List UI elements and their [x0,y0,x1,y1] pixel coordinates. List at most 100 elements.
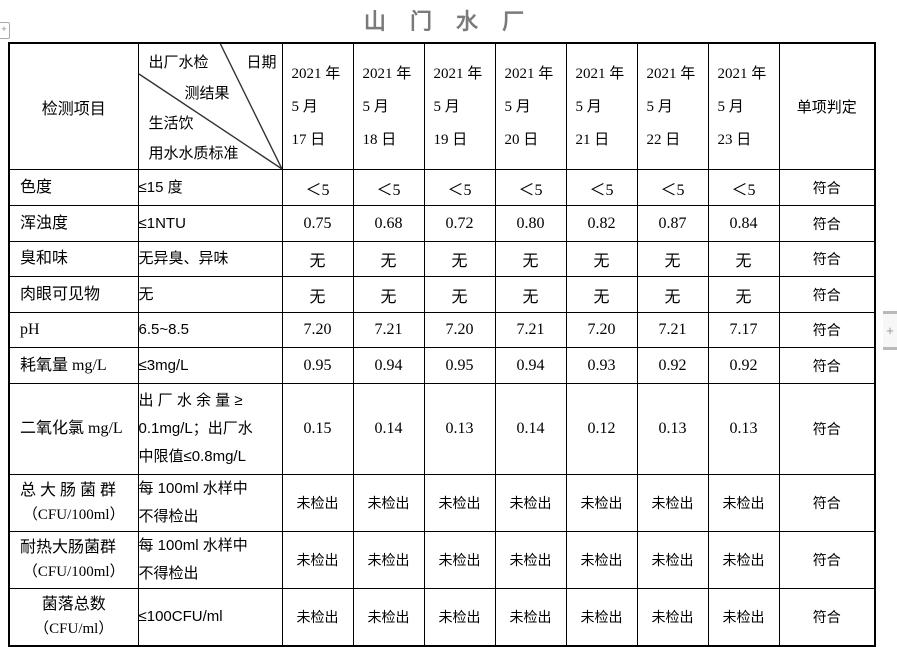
value-cell: 未检出 [494,474,567,532]
judgement-cell: 符合 [778,383,876,475]
value-cell: ＜5 [281,169,354,206]
table-row: 耐热大肠菌群 （CFU/100ml）每 100ml 水样中 不得检出 未检出 未检出未… [8,531,876,589]
judgement-cell: 符合 [778,474,876,532]
value-cell: 7.20 [565,312,638,348]
value-cell: 无 [494,241,567,277]
value-cell: 无 [565,276,638,313]
diagonal-divider-lines [139,44,281,169]
value-cell: 0.68 [352,205,425,242]
value-cell: 7.21 [494,312,567,348]
header-date-col-20: 2021 年 5 月 20 日 [494,42,567,170]
item-name: 菌落总数 [41,596,106,613]
value-cell: 无 [636,276,709,313]
value-cell: 未检出 [565,531,638,589]
value-cell: ＜5 [423,169,496,206]
date-line: 23 日 [717,132,752,148]
value-cell: ＜5 [494,169,567,206]
value-cell: 0.95 [281,347,354,384]
value-cell: 0.87 [636,205,709,242]
value-cell: 未检出 [423,588,496,647]
date-line: 2021 年 [717,66,767,82]
item-name: pH [20,321,40,338]
date-line: 19 日 [433,132,468,148]
value-cell: 0.14 [352,383,425,475]
value-cell: 0.80 [494,205,567,242]
date-line: 5 月 [575,99,602,115]
date-line: 17 日 [291,132,326,148]
judgement-cell: 符合 [778,531,876,589]
header-item-label: 检测项目 [41,100,106,118]
judgement-cell: 符合 [778,276,876,313]
value-cell: 无 [707,276,780,313]
value-cell: 未检出 [636,474,709,532]
value-cell: 0.13 [636,383,709,475]
item-name: 肉眼可见物 [20,285,101,303]
table-row: 肉眼可见物无无无无无无无无符合 [8,276,876,313]
item-name: 二氧化氯 mg/L [20,420,123,437]
item-cell: 浑浊度 [8,205,139,242]
value-cell: 无 [423,241,496,277]
item-unit: （CFU/100ml） [22,564,125,580]
standard-cell: ≤1NTU [137,205,283,242]
value-cell: 未检出 [423,474,496,532]
value-cell: 未检出 [636,588,709,647]
standard-cell: ≤15 度 [137,169,283,206]
value-cell: 7.21 [352,312,425,348]
value-cell: ＜5 [707,169,780,206]
value-cell: 未检出 [636,531,709,589]
value-cell: 0.94 [494,347,567,384]
table-row: pH 6.5~8.5 7.20 7.21 7.20 7.21 7.20 7.21 7.17 符合 [8,312,876,348]
item-cell: 总 大 肠 菌 群 （CFU/100ml） [8,474,139,532]
water-quality-table: 检测项目 出厂水检 日期 测结果 生活饮 用水水质标准 2021 年 5 月 17 … [8,42,876,647]
date-line: 2021 年 [433,66,483,82]
table-handle-icon[interactable]: + [0,22,10,39]
item-cell: 耐热大肠菌群 （CFU/100ml） [8,531,139,589]
value-cell: 无 [636,241,709,277]
date-line: 2021 年 [646,66,696,82]
date-line: 5 月 [291,99,318,115]
date-line: 18 日 [362,132,397,148]
value-cell: 未检出 [565,474,638,532]
standard-cell: ≤100CFU/ml [137,588,283,647]
header-corner-cell: 出厂水检 日期 测结果 生活饮 用水水质标准 [137,42,283,170]
item-name: 耐热大肠菌群 [20,539,117,556]
value-cell: 未检出 [281,588,354,647]
value-cell: ＜5 [636,169,709,206]
header-row: 检测项目 出厂水检 日期 测结果 生活饮 用水水质标准 2021 年 5 月 17 … [8,42,876,170]
value-cell: 0.15 [281,383,354,475]
date-line: 2021 年 [575,66,625,82]
item-unit: （CFU/100ml） [22,507,125,523]
date-line: 5 月 [433,99,460,115]
value-cell: 未检出 [707,588,780,647]
corner-date-axis-label: 日期 [246,55,277,71]
value-cell: 未检出 [423,531,496,589]
standard-cell: 无异臭、异味 [137,241,283,277]
value-cell: 未检出 [565,588,638,647]
zoom-plus-icon[interactable]: + [883,311,897,350]
value-cell: 0.12 [565,383,638,475]
date-line: 5 月 [646,99,673,115]
header-date-col-23: 2021 年 5 月 23 日 [707,42,780,170]
judgement-cell: 符合 [778,347,876,384]
item-name: 总 大 肠 菌 群 [20,482,117,499]
value-cell: 无 [494,276,567,313]
header-date-col-22: 2021 年 5 月 22 日 [636,42,709,170]
header-item-col: 检测项目 [8,42,139,170]
standard-cell: 出 厂 水 余 量 ≥ 0.1mg/L；出厂水 中限值≤0.8mg/L [137,383,283,475]
value-cell: 无 [565,241,638,277]
date-line: 5 月 [504,99,531,115]
value-cell: 未检出 [352,588,425,647]
header-judge-col: 单项判定 [778,42,876,170]
value-cell: 未检出 [352,531,425,589]
value-cell: 7.21 [636,312,709,348]
standard-cell: 6.5~8.5 [137,312,283,348]
corner-result-label-line1: 出厂水检 [148,55,209,71]
judgement-cell: 符合 [778,205,876,242]
value-cell: 未检出 [352,474,425,532]
value-cell: 7.17 [707,312,780,348]
value-cell: 0.75 [281,205,354,242]
standard-cell: 每 100ml 水样中 不得检出 [137,474,283,532]
item-cell: 二氧化氯 mg/L [8,383,139,475]
date-line: 2021 年 [504,66,554,82]
corner-standard-label-line2: 用水水质标准 [148,146,239,162]
